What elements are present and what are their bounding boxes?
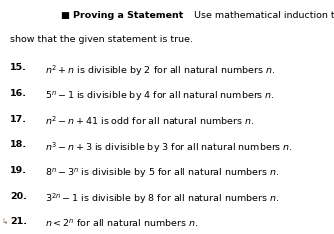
Text: 20.: 20. <box>10 192 27 201</box>
Text: $3^{2n} - 1$ is divisible by 8 for all natural numbers $n$.: $3^{2n} - 1$ is divisible by 8 for all n… <box>45 192 279 206</box>
Text: 15.: 15. <box>10 63 27 72</box>
Text: $n < 2^n$ for all natural numbers $n$.: $n < 2^n$ for all natural numbers $n$. <box>45 217 199 229</box>
Text: $n^3 - n + 3$ is divisible by 3 for all natural numbers $n$.: $n^3 - n + 3$ is divisible by 3 for all … <box>45 140 293 155</box>
Text: 16.: 16. <box>10 89 27 98</box>
Text: $5^n - 1$ is divisible by 4 for all natural numbers $n$.: $5^n - 1$ is divisible by 4 for all natu… <box>45 89 275 103</box>
Text: 17.: 17. <box>10 115 27 124</box>
Text: $8^n - 3^n$ is divisible by 5 for all natural numbers $n$.: $8^n - 3^n$ is divisible by 5 for all na… <box>45 166 280 180</box>
Text: 18.: 18. <box>10 140 27 149</box>
Text: Use mathematical induction to: Use mathematical induction to <box>185 11 334 19</box>
Text: ■: ■ <box>60 11 69 19</box>
Text: ↳: ↳ <box>2 217 8 226</box>
Text: $n^2 - n + 41$ is odd for all natural numbers $n$.: $n^2 - n + 41$ is odd for all natural nu… <box>45 115 254 127</box>
Text: show that the given statement is true.: show that the given statement is true. <box>10 35 193 44</box>
Text: Proving a Statement: Proving a Statement <box>73 11 184 19</box>
Text: 19.: 19. <box>10 166 27 175</box>
Text: $n^2 + n$ is divisible by 2 for all natural numbers $n$.: $n^2 + n$ is divisible by 2 for all natu… <box>45 63 275 78</box>
Text: 21.: 21. <box>10 217 27 226</box>
